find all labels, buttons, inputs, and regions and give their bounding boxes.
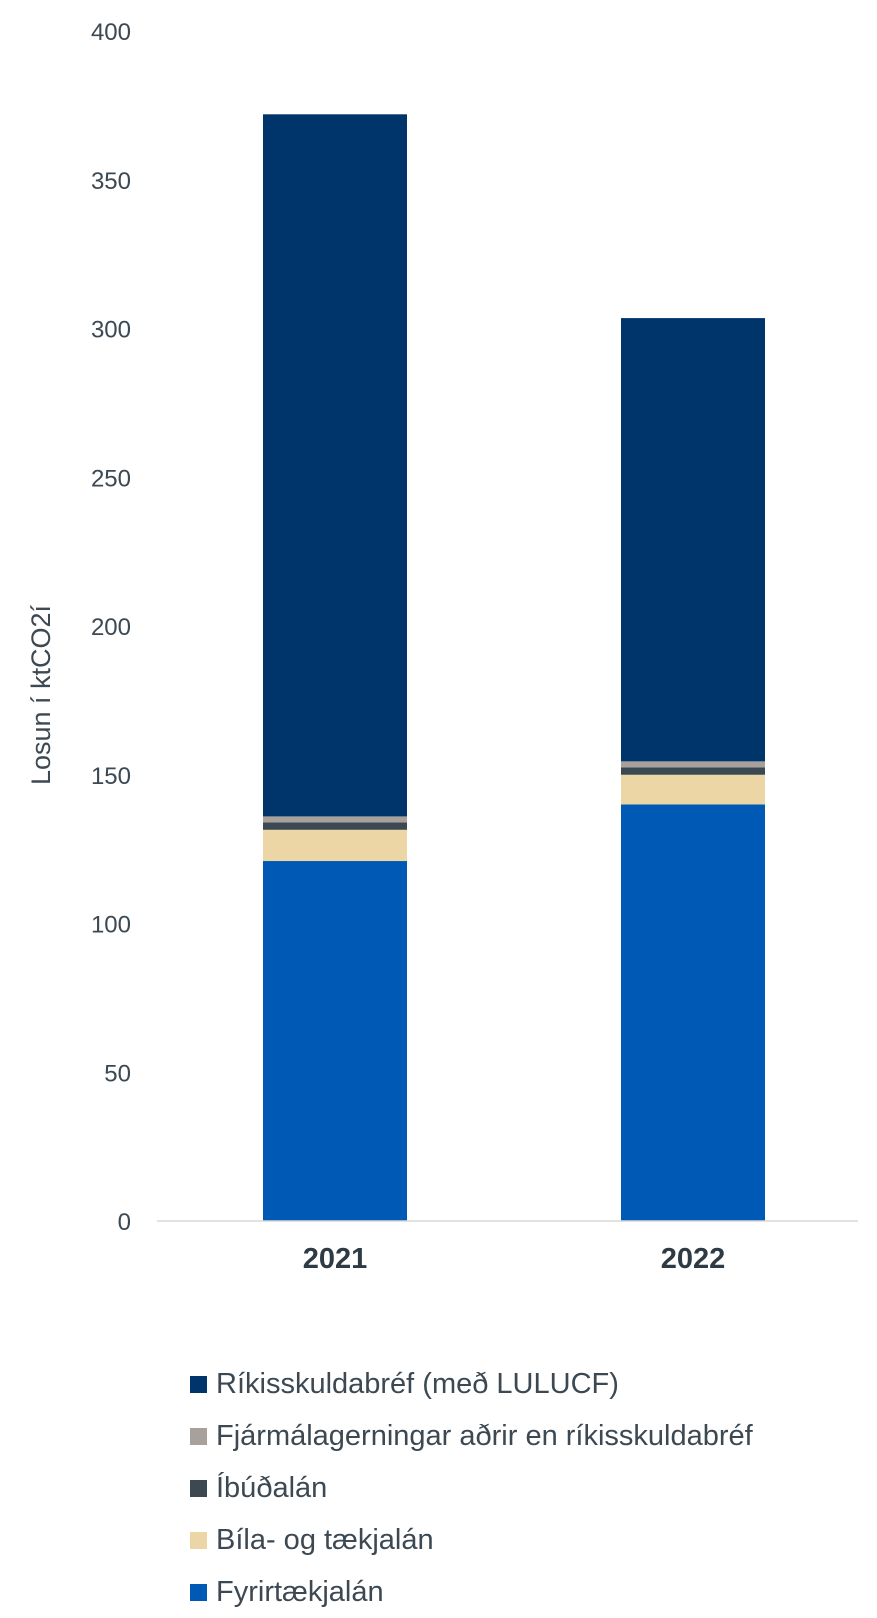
legend-label: Íbúðalán bbox=[216, 1471, 328, 1504]
y-tick-label: 50 bbox=[104, 1060, 131, 1087]
stacked-bar-chart: 0 50 100 150 200 250 300 350 400 2021 2022 Losun … bbox=[26, 19, 858, 1275]
legend-item: Fjármálagerningar aðrir en ríkisskuldabr… bbox=[190, 1410, 753, 1462]
legend-swatch bbox=[190, 1531, 207, 1549]
legend-swatch bbox=[190, 1427, 207, 1445]
bar-segment bbox=[621, 318, 765, 762]
legend-label: Fyrirtækjalán bbox=[216, 1575, 384, 1608]
y-axis-label: Losun í ktCO2í bbox=[26, 604, 56, 785]
legend-swatch bbox=[190, 1375, 207, 1393]
bar-segment bbox=[263, 861, 407, 1221]
y-tick-label: 200 bbox=[91, 614, 131, 641]
bar-segment bbox=[621, 804, 765, 1221]
bar-segment bbox=[263, 816, 407, 823]
x-category-label: 2021 bbox=[303, 1243, 368, 1275]
legend-swatch bbox=[190, 1583, 207, 1601]
y-tick-label: 250 bbox=[91, 465, 131, 492]
bar-segment bbox=[263, 114, 407, 817]
y-tick-label: 300 bbox=[91, 317, 131, 344]
legend-label: Bíla- og tækjalán bbox=[216, 1523, 434, 1556]
legend-item: Íbúðalán bbox=[190, 1462, 753, 1514]
bar-segment bbox=[621, 767, 765, 775]
y-tick-label: 100 bbox=[91, 912, 131, 939]
y-axis-ticks: 0 50 100 150 200 250 300 350 400 bbox=[91, 19, 131, 1236]
bar-segment bbox=[621, 774, 765, 805]
legend-swatch bbox=[190, 1479, 207, 1497]
legend-item: Bíla- og tækjalán bbox=[190, 1514, 753, 1566]
legend-item: Fyrirtækjalán bbox=[190, 1566, 753, 1618]
legend-item: Ríkisskuldabréf (með LULUCF) bbox=[190, 1358, 753, 1410]
legend: Ríkisskuldabréf (með LULUCF) Fjármálagern… bbox=[190, 1358, 753, 1618]
bar-segment bbox=[263, 822, 407, 830]
bar-segment bbox=[263, 829, 407, 862]
y-tick-label: 0 bbox=[118, 1209, 131, 1236]
legend-label: Ríkisskuldabréf (með LULUCF) bbox=[216, 1367, 619, 1400]
y-tick-label: 150 bbox=[91, 763, 131, 790]
bar-segment bbox=[621, 761, 765, 768]
x-category-label: 2022 bbox=[661, 1243, 726, 1275]
x-axis-categories: 2021 2022 bbox=[303, 1243, 726, 1275]
legend-label: Fjármálagerningar aðrir en ríkisskuldabr… bbox=[216, 1419, 753, 1452]
y-tick-label: 350 bbox=[91, 168, 131, 195]
bars bbox=[263, 114, 765, 1221]
y-tick-label: 400 bbox=[91, 19, 131, 46]
